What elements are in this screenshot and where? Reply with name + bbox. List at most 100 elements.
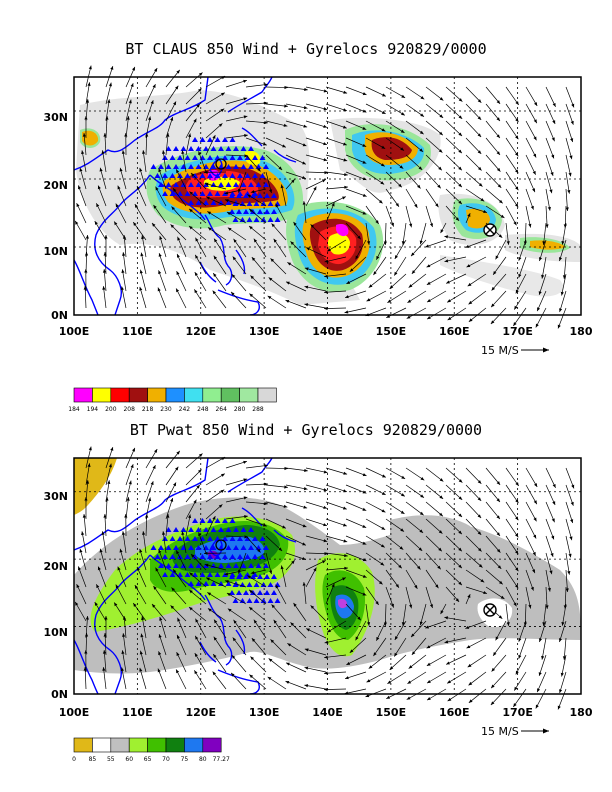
wind-vector xyxy=(345,188,367,197)
wind-vector-head xyxy=(189,208,193,213)
wind-vector-head xyxy=(408,284,413,288)
wind-vector xyxy=(411,637,427,656)
wind-vector xyxy=(305,484,328,491)
wind-vector xyxy=(105,497,108,520)
wind-vector-head xyxy=(115,203,119,208)
wind-vector-head xyxy=(401,493,405,497)
wind-vector xyxy=(205,489,225,503)
wind-vector xyxy=(231,654,247,673)
wind-vector-head xyxy=(545,224,549,228)
wind-vector xyxy=(565,103,574,125)
wind-vector-head xyxy=(304,684,309,688)
wind-vector-head xyxy=(310,224,315,228)
wind-vector-head xyxy=(550,172,554,176)
wind-vector-head xyxy=(547,206,551,211)
wind-vector xyxy=(491,273,507,291)
triangle-marker xyxy=(237,155,243,160)
wind-vector-head xyxy=(275,584,279,589)
wind-vector xyxy=(445,484,463,501)
wind-vector-head xyxy=(304,87,308,92)
wind-vector-head xyxy=(157,668,161,673)
wind-vector xyxy=(344,307,367,314)
wind-vector-head xyxy=(159,616,163,621)
wind-vector-head xyxy=(344,553,348,558)
wind-vector-head xyxy=(362,143,367,147)
wind-vector xyxy=(225,535,248,538)
wind-vector-head xyxy=(559,308,563,313)
wind-vector-head xyxy=(119,548,123,553)
wind-vector-head xyxy=(204,563,209,567)
wind-vector-head xyxy=(158,651,162,656)
triangle-marker xyxy=(169,155,176,160)
wind-vector xyxy=(213,238,227,258)
wind-vector xyxy=(355,239,367,260)
wind-vector-head xyxy=(345,676,349,680)
wind-vector-head xyxy=(287,643,292,647)
top-panel-title: BT CLAUS 850 Wind + Gyrelocs 920829/0000 xyxy=(125,40,487,58)
wind-vector-head xyxy=(157,287,161,292)
wind-vector-head xyxy=(497,184,502,188)
wind-vector-head xyxy=(284,485,288,489)
wind-vector xyxy=(565,86,575,108)
wind-vector xyxy=(265,86,289,88)
wind-vector-head xyxy=(408,665,413,669)
triangle-marker xyxy=(237,554,243,559)
wind-vector xyxy=(134,203,147,224)
wind-vector xyxy=(190,172,207,190)
wind-vector-head xyxy=(253,238,258,243)
wind-vector xyxy=(393,256,407,276)
lat-label: 0N xyxy=(51,688,68,701)
wind-vector-head xyxy=(189,572,194,577)
wind-vector xyxy=(349,637,367,654)
wind-vector xyxy=(285,535,307,546)
wind-vector-head xyxy=(387,299,392,303)
wind-vector-head xyxy=(467,594,471,599)
triangle-marker xyxy=(188,146,194,151)
wind-vector-head xyxy=(373,271,377,276)
wind-vector xyxy=(485,569,503,585)
wind-vector xyxy=(162,531,167,554)
wind-vector xyxy=(365,103,386,115)
wind-vector xyxy=(189,572,207,588)
wind-vector xyxy=(194,635,207,656)
wind-vector xyxy=(405,501,424,516)
wind-vector xyxy=(165,101,177,122)
triangle-marker xyxy=(239,217,246,222)
wind-vector-head xyxy=(496,151,501,155)
wind-vector-head xyxy=(81,531,85,536)
triangle-marker xyxy=(188,545,194,550)
wind-vector-head xyxy=(570,138,574,142)
wind-vector-head xyxy=(85,616,89,620)
wind-vector-head xyxy=(427,696,431,701)
wind-vector xyxy=(485,171,502,189)
bottom-vector-scale: 15 M/S xyxy=(481,725,549,738)
wind-vector-head xyxy=(565,588,569,592)
wind-vector-head xyxy=(491,667,496,672)
wind-vector xyxy=(238,552,247,574)
lon-label: 170E xyxy=(502,325,532,338)
triangle-marker xyxy=(222,536,228,541)
wind-vector-head xyxy=(273,238,277,243)
colorbar-swatch xyxy=(73,387,93,403)
wind-vector xyxy=(268,658,287,673)
wind-vector-head xyxy=(286,281,290,285)
colorbar-swatch xyxy=(165,737,185,753)
wind-vector xyxy=(224,569,247,575)
wind-vector-head xyxy=(142,531,146,535)
wind-vector xyxy=(230,672,247,690)
wind-vector-head xyxy=(177,253,180,258)
wind-vector xyxy=(345,171,367,181)
triangle-marker xyxy=(214,572,221,577)
wind-vector xyxy=(305,628,327,639)
wind-vector-head xyxy=(139,269,143,274)
wind-vector xyxy=(545,467,556,488)
wind-vector-head xyxy=(302,542,306,546)
wind-vector xyxy=(345,86,367,96)
triangle-marker xyxy=(240,527,247,532)
wind-vector xyxy=(444,616,467,622)
triangle-marker xyxy=(177,536,183,541)
wind-vector xyxy=(305,186,317,207)
wind-vector xyxy=(561,654,567,677)
wind-vector xyxy=(225,79,248,88)
wind-vector xyxy=(119,167,127,190)
